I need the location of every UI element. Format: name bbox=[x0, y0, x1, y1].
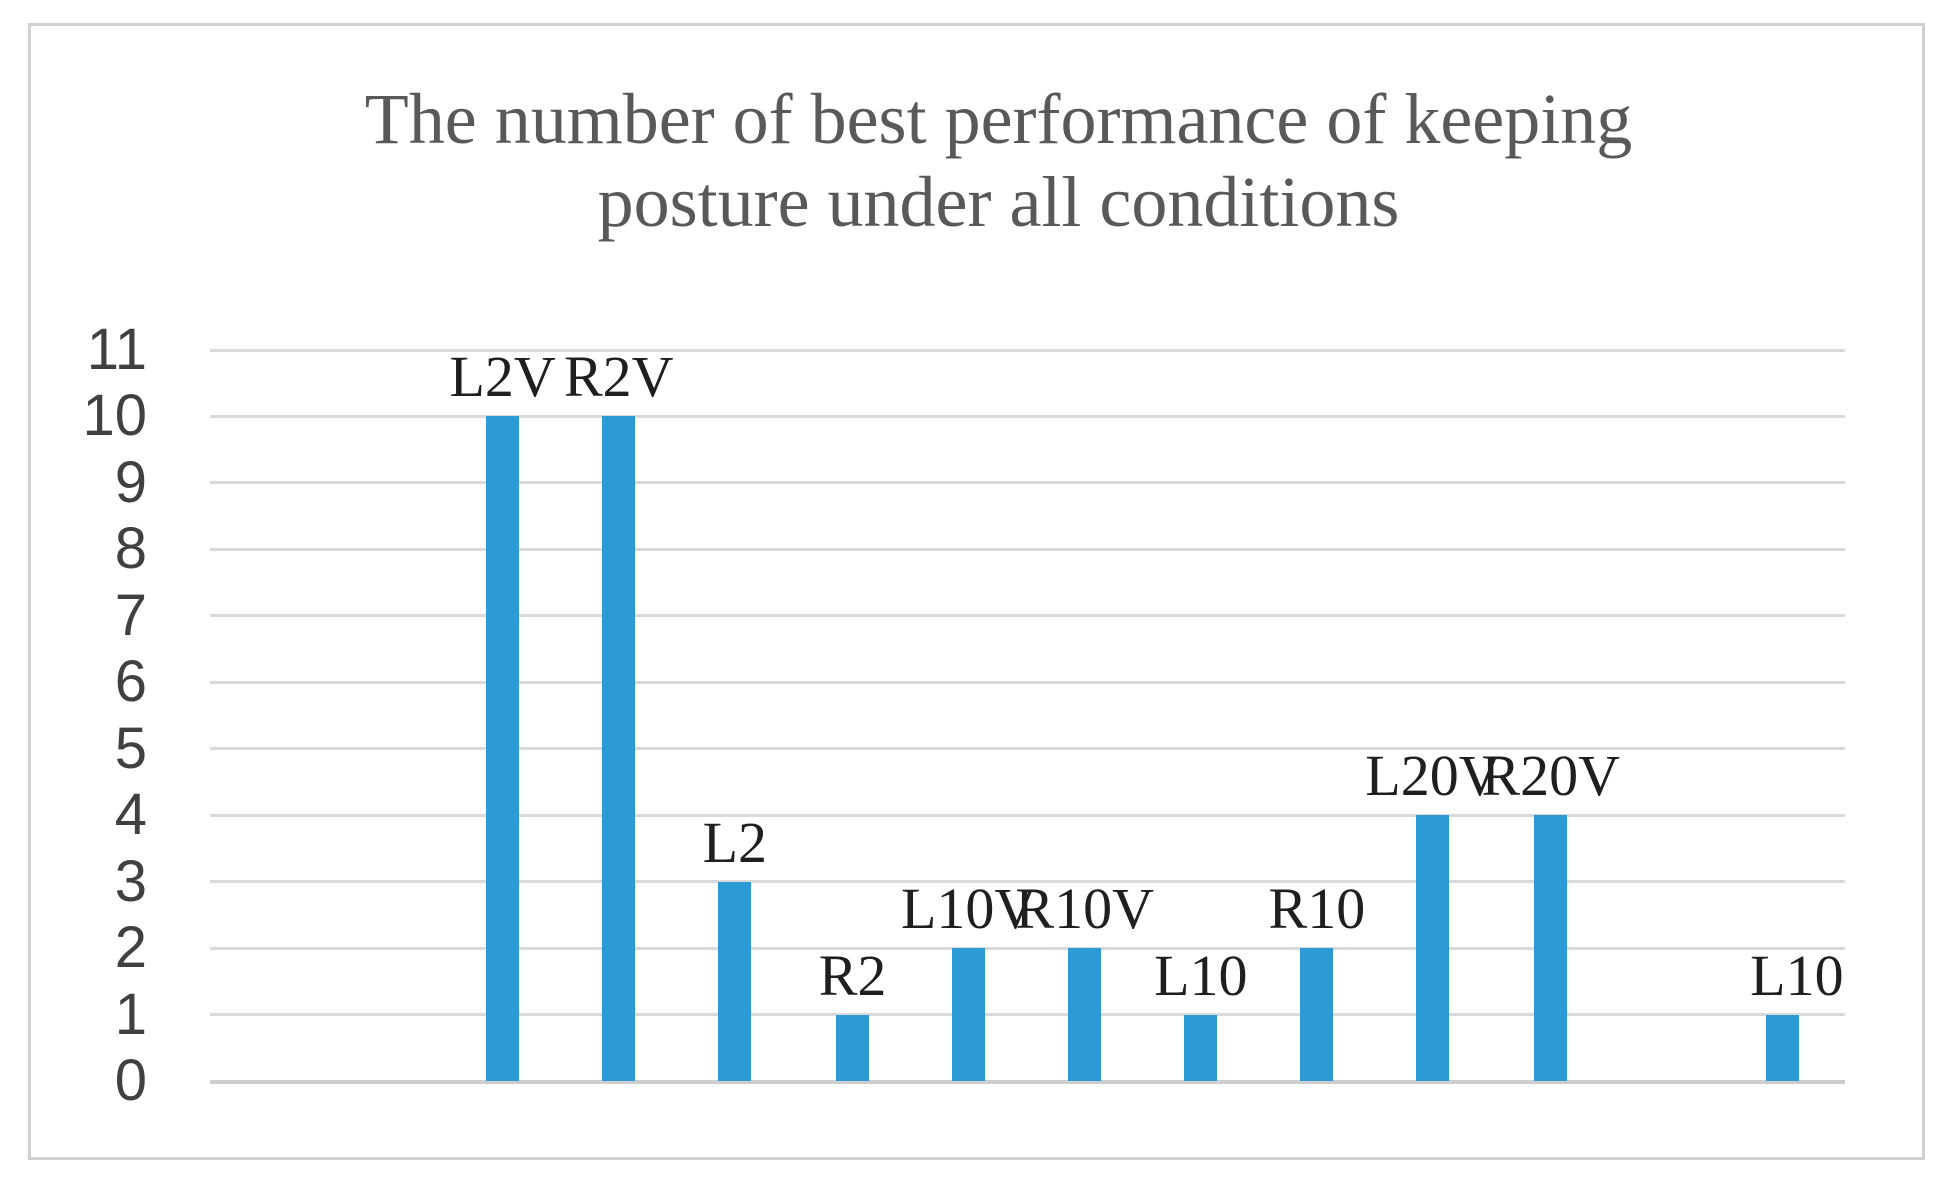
y-axis-tick-label: 9 bbox=[114, 449, 147, 515]
bar-label-r10v-5: R10V bbox=[1015, 876, 1155, 942]
bar-label-l2v-0: L2V bbox=[449, 344, 556, 410]
bar-label-r2v-1: R2V bbox=[563, 344, 674, 410]
bar-l10v-4 bbox=[952, 948, 986, 1081]
gridline-y-1 bbox=[210, 1013, 1845, 1017]
chart-title-line-2: posture under all conditions bbox=[597, 162, 1400, 242]
bar-r10-7 bbox=[1300, 948, 1334, 1081]
bar-label-l10v-4: L10V bbox=[900, 876, 1037, 942]
y-axis-tick-label: 10 bbox=[82, 383, 147, 449]
y-axis-tick-label: 7 bbox=[114, 582, 147, 648]
gridline-y-8 bbox=[210, 547, 1845, 551]
bar-l2-2 bbox=[718, 881, 752, 1081]
y-axis-tick-label: 11 bbox=[86, 317, 147, 382]
bar-r20v-9 bbox=[1534, 815, 1568, 1081]
bar-r2v-1 bbox=[602, 416, 636, 1081]
bar-l10-10 bbox=[1766, 1014, 1800, 1081]
y-axis-tick-label: 4 bbox=[114, 782, 147, 848]
y-axis-tick-label: 0 bbox=[114, 1048, 147, 1113]
bar-label-r10-7: R10 bbox=[1268, 876, 1366, 942]
bar-label-l10-10: L10 bbox=[1750, 942, 1844, 1008]
chart-title-line-1: The number of best performance of keepin… bbox=[364, 79, 1633, 159]
gridline-y-5 bbox=[210, 747, 1845, 751]
y-axis-tick-label: 3 bbox=[114, 848, 147, 914]
y-axis-tick-label: 2 bbox=[114, 915, 147, 981]
gridline-y-0 bbox=[210, 1079, 1845, 1084]
gridline-y-9 bbox=[210, 481, 1845, 485]
y-axis-tick-label: 5 bbox=[114, 715, 147, 781]
bar-label-r2-3: R2 bbox=[818, 942, 887, 1008]
y-axis-tick-label: 6 bbox=[114, 649, 147, 715]
bar-label-l10-6: L10 bbox=[1154, 942, 1248, 1008]
bar-r2-3 bbox=[836, 1014, 870, 1081]
bar-label-r20v-9: R20V bbox=[1481, 743, 1620, 809]
gridline-y-6 bbox=[210, 680, 1845, 684]
y-axis-tick-label: 1 bbox=[114, 981, 147, 1047]
bar-l20v-8 bbox=[1416, 815, 1450, 1081]
bar-label-l20v-8: L20V bbox=[1365, 743, 1501, 809]
y-axis-tick-label: 8 bbox=[114, 516, 147, 582]
gridline-y-2 bbox=[210, 946, 1845, 950]
chart-title: The number of best performance of keepin… bbox=[50, 78, 1947, 244]
gridline-y-11 bbox=[210, 348, 1845, 352]
bar-l10-6 bbox=[1184, 1014, 1218, 1081]
bar-label-l2-2: L2 bbox=[702, 809, 768, 875]
gridline-y-4 bbox=[210, 813, 1845, 817]
gridline-y-7 bbox=[210, 614, 1845, 618]
gridline-y-10 bbox=[210, 414, 1845, 418]
bar-r10v-5 bbox=[1068, 948, 1102, 1081]
gridline-y-3 bbox=[210, 880, 1845, 884]
bar-l2v-0 bbox=[486, 416, 520, 1081]
